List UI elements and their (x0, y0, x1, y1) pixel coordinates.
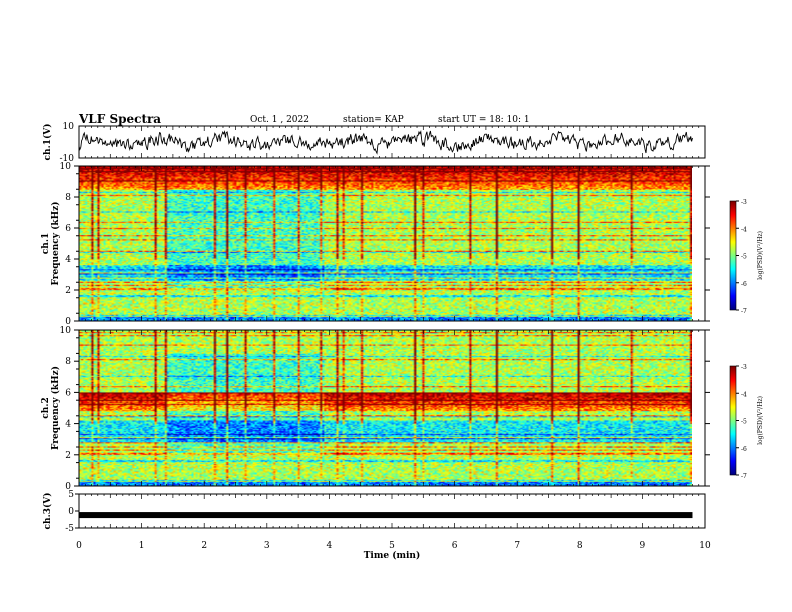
plot-title: VLF Spectra (79, 112, 162, 126)
xaxis-tick-label: 1 (139, 541, 145, 551)
ch3-ylabel: ch.3(V) (42, 493, 53, 530)
ch3-ytick-label: 0 (68, 507, 74, 517)
xaxis-tick-label: 3 (264, 541, 270, 551)
ch1-spec-colorbar-tick-label: -7 (741, 308, 747, 315)
ch1-spec-colorbar-tick-label: -5 (741, 254, 747, 261)
ch1-spec-ytick-label: 0 (65, 317, 71, 327)
xaxis-tick-label: 5 (389, 541, 395, 551)
ch2-spec-ytick-label: 0 (65, 482, 71, 492)
ch1-ylabel: ch.1(V) (42, 124, 53, 161)
ch2-spec-ytick-label: 10 (60, 326, 72, 336)
xaxis-tick-label: 2 (201, 541, 207, 551)
ch1-spec-ylabel-line1: ch.1 (41, 233, 51, 254)
xaxis-tick-label: 6 (452, 541, 458, 551)
ch1-spec-ylabel-line2: Frequency (kHz) (50, 201, 61, 285)
ch3-frame (78, 493, 706, 529)
ch1-spec-colorbar-tick-label: -4 (741, 226, 747, 233)
ch2-spec-ytick-label: 8 (65, 357, 71, 367)
ch2-spec-colorbar-tick-label: -7 (741, 473, 747, 480)
start-time-label: start UT = 18: 10: 1 (438, 115, 530, 125)
ch1-spec-ytick-label: 6 (65, 224, 71, 234)
ch2-spec-colorbar-label: log(PSD)(V²/Hz) (757, 396, 764, 445)
ch1-ytick-label: -10 (60, 154, 75, 164)
ch2-spec-colorbar-tick-label: -5 (741, 419, 747, 426)
ch1-waveform-line (78, 130, 693, 155)
ch2-spec-colorbar-frame (729, 365, 737, 476)
ch2-spec-colorbar-tick-label: -4 (741, 391, 747, 398)
ch1-spec-colorbar-label: log(PSD)(V²/Hz) (757, 231, 764, 280)
ch1-spec-ytick-label: 10 (60, 162, 72, 172)
ch2-spec-ytick-label: 2 (65, 451, 71, 461)
station-label: station= KAP (343, 115, 404, 125)
ch2-spec-colorbar-tick-label: -6 (741, 446, 747, 453)
ch1-spec-colorbar-frame (729, 200, 737, 311)
ch2-spec-ylabel-line2: Frequency (kHz) (50, 366, 61, 450)
xaxis-tick-label: 10 (699, 541, 711, 551)
ch1-ytick-label: 10 (63, 122, 75, 132)
ch3-signal-line (79, 512, 693, 519)
ch2-spectrogram-image (79, 330, 692, 486)
ch3-ytick-label: -5 (65, 524, 74, 534)
ch1-spec-ytick-label: 8 (65, 193, 71, 203)
xaxis-tick-label: 7 (514, 541, 520, 551)
ch2-colorbar (730, 366, 736, 475)
ch1-spec-ytick-label: 2 (65, 286, 71, 296)
ch3-ytick-label: 5 (68, 490, 74, 500)
xaxis-tick-label: 8 (577, 541, 583, 551)
xaxis-tick-label: 0 (76, 541, 82, 551)
ch1-spectrogram-image (79, 166, 692, 321)
ch2-spec-colorbar-tick-label: -3 (741, 364, 747, 371)
xaxis-tick-label: 4 (327, 541, 333, 551)
ch1-spec-colorbar-tick-label: -6 (741, 281, 747, 288)
ch1-colorbar (730, 201, 736, 310)
date-label: Oct. 1 , 2022 (250, 115, 309, 125)
ch2-spec-ylabel-line1: ch.2 (41, 397, 51, 418)
xaxis-tick-label: 9 (640, 541, 646, 551)
ch2-spec-ytick-label: 6 (65, 388, 71, 398)
xaxis-label: Time (min) (364, 550, 421, 561)
ch1-spec-colorbar-tick-label: -3 (741, 199, 747, 206)
ch1-spec-ytick-label: 4 (65, 255, 71, 265)
ch2-spec-ytick-label: 4 (65, 420, 71, 430)
